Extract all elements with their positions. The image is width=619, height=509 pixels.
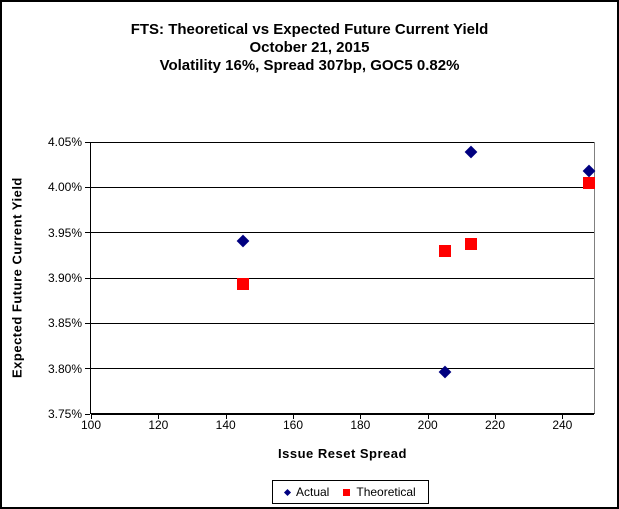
x-tick-mark [562,414,564,419]
data-point-theoretical [438,244,451,257]
data-point-actual [582,164,596,178]
x-tick-label: 140 [215,418,236,432]
legend-label-theoretical: Theoretical [356,485,416,499]
gridline [91,368,594,370]
plot-area: 3.75% 3.80% 3.85% 3.90% 3.95% 4.00% 4.05% 100 12… [48,135,596,432]
legend-label-actual: Actual [296,485,330,499]
x-tick-label: 160 [282,418,304,432]
x-tick-mark [225,414,227,419]
y-tick-label: 3.85% [47,316,82,331]
x-tick-mark [91,414,92,419]
y-tick-mark [85,232,90,234]
x-tick-mark [158,414,160,419]
y-tick-label: 4.00% [47,180,82,195]
gridline [91,141,594,143]
gridline [91,322,594,324]
y-tick-mark [85,322,90,324]
y-tick-label: 3.75% [47,407,82,421]
x-tick-mark [360,414,362,419]
x-tick-label: 220 [484,418,506,432]
y-tick-label: 3.80% [47,361,82,376]
theoretical-square-icon [343,488,351,496]
x-tick-label: 240 [552,418,573,432]
x-tick-label: 120 [148,418,169,432]
y-axis-title: Expected Future Current Yield [9,177,25,379]
x-axis-title: Issue Reset Spread [278,446,407,461]
data-point-theoretical [583,176,596,189]
actual-diamond-icon [283,488,292,496]
data-point-theoretical [465,238,478,251]
y-tick-label: 4.05% [47,135,82,149]
chart-title: FTS: Theoretical vs Expected Future Curr… [130,21,489,38]
chart-subtitle-params: Volatility 16%, Spread 307bp, GOC5 0.82% [159,57,460,74]
x-tick-mark [293,414,294,419]
y-tick-mark [85,413,90,415]
y-tick-label: 3.95% [47,225,82,240]
y-tick-mark [85,368,90,370]
legend: Actual Theoretical [272,480,429,504]
data-point-actual [236,234,249,248]
gridline [91,277,594,279]
legend-item-theoretical: Theoretical [343,485,416,499]
y-tick-mark [85,141,90,143]
data-point-theoretical [236,278,249,291]
x-tick-label: 200 [417,418,438,432]
chart-title-block: FTS: Theoretical vs Expected Future Curr… [2,21,617,75]
chart-subtitle-date: October 21, 2015 [249,39,370,56]
x-tick-mark [495,414,496,419]
gridline [91,413,594,415]
y-tick-mark [85,277,90,279]
x-tick-label: 100 [80,418,102,432]
x-tick-mark [427,414,429,419]
gridline [91,232,594,234]
x-tick-label: 180 [350,418,371,432]
legend-item-actual: Actual [283,485,330,499]
y-tick-label: 3.90% [47,271,82,285]
y-tick-mark [85,186,90,188]
data-point-actual [465,145,478,159]
gridline [91,186,594,188]
